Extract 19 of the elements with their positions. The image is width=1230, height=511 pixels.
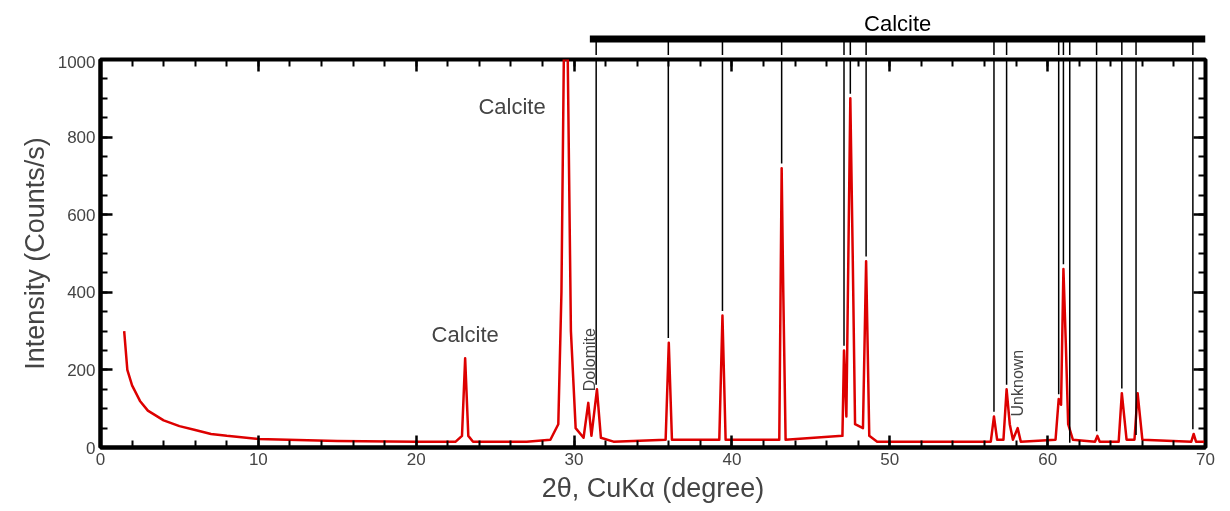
- y-tick-label: 200: [67, 360, 96, 380]
- y-axis-title: Intensity (Counts/s): [19, 137, 50, 370]
- y-tick-label: 1000: [57, 52, 96, 72]
- y-tick-label: 800: [67, 128, 96, 148]
- x-tick-label: 20: [406, 449, 426, 469]
- x-axis-title: 2θ, CuKα (degree): [541, 472, 765, 503]
- x-tick-label: 50: [880, 449, 900, 469]
- text: Calcite: [864, 10, 932, 36]
- x-tick-label: 10: [248, 449, 268, 469]
- annotation: Calcite: [478, 93, 546, 119]
- y-tick-label: 600: [67, 205, 96, 225]
- x-tick-label: 70: [1196, 449, 1215, 469]
- x-tick-label: 30: [564, 449, 584, 469]
- annotation: Calcite: [431, 321, 499, 347]
- y-tick-label: 400: [67, 283, 96, 303]
- x-tick-label: 60: [1038, 449, 1058, 469]
- x-tick-label: 40: [722, 449, 742, 469]
- annotation: Unknown: [1009, 349, 1027, 417]
- annotation: Dolomite: [581, 328, 599, 392]
